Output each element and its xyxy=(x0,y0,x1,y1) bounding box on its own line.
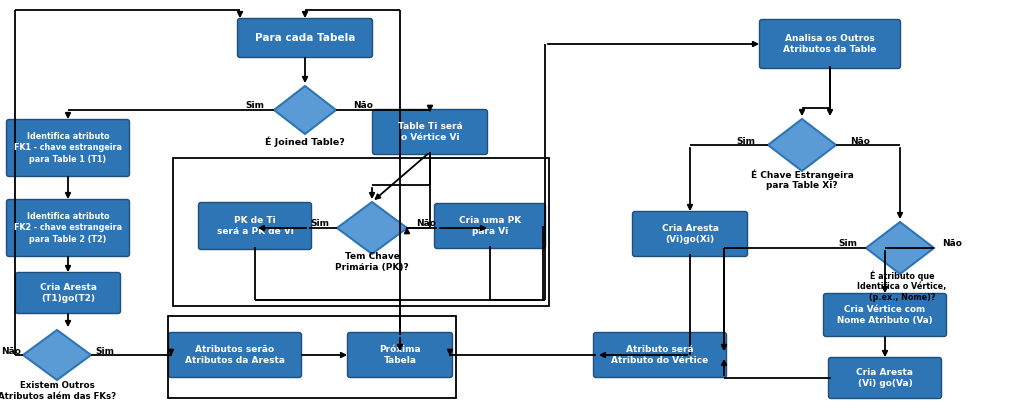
Bar xyxy=(173,158,549,306)
Text: Existem Outros
Atributos além das FKs?: Existem Outros Atributos além das FKs? xyxy=(0,381,116,401)
FancyBboxPatch shape xyxy=(347,332,453,377)
Text: Table Ti será
o Vértice Vi: Table Ti será o Vértice Vi xyxy=(397,122,462,142)
Text: Analisa os Outros
Atributos da Table: Analisa os Outros Atributos da Table xyxy=(783,34,877,54)
Text: É atributo que
Identifica o Vértice,
(p.ex., Nome)?: É atributo que Identifica o Vértice, (p.… xyxy=(857,270,946,302)
Text: Não: Não xyxy=(1,347,20,356)
FancyBboxPatch shape xyxy=(6,119,129,176)
FancyBboxPatch shape xyxy=(373,109,487,154)
FancyBboxPatch shape xyxy=(6,200,129,257)
FancyBboxPatch shape xyxy=(238,18,373,57)
Text: Não: Não xyxy=(850,136,870,146)
Bar xyxy=(168,316,456,398)
FancyBboxPatch shape xyxy=(760,20,900,69)
FancyBboxPatch shape xyxy=(434,203,546,248)
Text: Atributos serão
Atributos da Aresta: Atributos serão Atributos da Aresta xyxy=(185,345,285,365)
Text: Não: Não xyxy=(942,240,962,248)
FancyBboxPatch shape xyxy=(823,294,946,337)
Text: Sim: Sim xyxy=(95,347,115,356)
Text: Tem Chave
Primária (PK)?: Tem Chave Primária (PK)? xyxy=(335,252,409,272)
Text: Cria Aresta
(Vi) go(Va): Cria Aresta (Vi) go(Va) xyxy=(856,368,913,388)
Text: Atributo será
Atributo do Vértice: Atributo será Atributo do Vértice xyxy=(611,345,709,365)
Polygon shape xyxy=(274,86,336,134)
Text: Cria Vértice com
Nome Atributo (Va): Cria Vértice com Nome Atributo (Va) xyxy=(838,305,933,325)
Text: É Joined Table?: É Joined Table? xyxy=(265,137,345,147)
FancyBboxPatch shape xyxy=(15,272,121,314)
Text: Sim: Sim xyxy=(736,136,756,146)
Text: Não: Não xyxy=(353,102,373,111)
Polygon shape xyxy=(337,202,407,254)
Text: Próxima
Tabela: Próxima Tabela xyxy=(379,345,421,365)
Polygon shape xyxy=(866,222,934,274)
Polygon shape xyxy=(768,119,836,171)
Text: É Chave Estrangeira
para Table Xi?: É Chave Estrangeira para Table Xi? xyxy=(751,170,853,191)
Text: Não: Não xyxy=(416,220,436,228)
Text: Cria Aresta
(T1)go(T2): Cria Aresta (T1)go(T2) xyxy=(40,283,96,303)
Text: Sim: Sim xyxy=(246,102,264,111)
Polygon shape xyxy=(23,330,91,380)
FancyBboxPatch shape xyxy=(633,211,748,257)
Text: Identifica atributo
FK2 - chave estrangeira
para Table 2 (T2): Identifica atributo FK2 - chave estrange… xyxy=(14,213,122,244)
FancyBboxPatch shape xyxy=(594,332,726,377)
Text: Para cada Tabela: Para cada Tabela xyxy=(255,33,355,43)
Text: PK de Ti
será a PK de Vi: PK de Ti será a PK de Vi xyxy=(216,216,294,236)
Text: Sim: Sim xyxy=(839,240,857,248)
FancyBboxPatch shape xyxy=(169,332,301,377)
Text: Cria Aresta
(Vi)go(Xi): Cria Aresta (Vi)go(Xi) xyxy=(662,224,719,244)
Text: Cria uma PK
para Vi: Cria uma PK para Vi xyxy=(459,216,521,236)
FancyBboxPatch shape xyxy=(828,357,941,399)
Text: Identifica atributo
FK1 - chave estrangeira
para Table 1 (T1): Identifica atributo FK1 - chave estrange… xyxy=(14,132,122,163)
Text: Sim: Sim xyxy=(310,220,330,228)
FancyBboxPatch shape xyxy=(199,203,311,250)
